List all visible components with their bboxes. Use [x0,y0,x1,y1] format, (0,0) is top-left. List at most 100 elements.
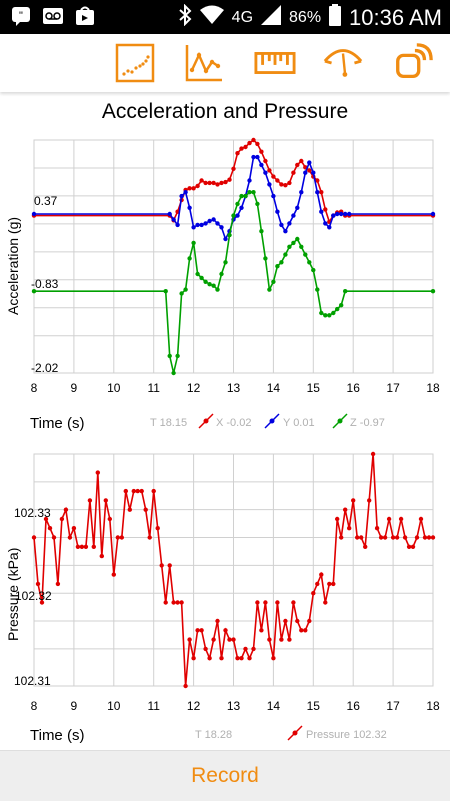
data-point-y [183,190,188,195]
data-point-pressure [31,535,37,540]
data-point-y [331,213,336,218]
data-point-x [295,162,300,168]
data-point-z [215,287,220,292]
acc-legend-y: Y 0.01 [283,417,315,429]
data-point-x [203,180,208,186]
data-point-x [267,168,272,173]
data-point-pressure [143,507,148,512]
data-point-pressure [287,637,292,642]
data-point-pressure [239,656,244,661]
data-point-y [291,213,296,218]
data-point-z [247,190,252,195]
data-point-pressure [195,628,200,633]
pressure-plot-area [33,453,434,687]
data-point-pressure [327,581,332,587]
data-point-y [223,236,228,242]
data-point-z [335,306,340,312]
legend-pressure-icon [287,725,303,741]
line-graph-icon [185,45,222,82]
data-point-x [223,179,228,185]
data-point-pressure [171,600,176,605]
data-point-z [163,289,168,294]
x-tick-label: 9 [71,381,78,395]
data-point-pressure [79,544,85,549]
data-point-pressure [374,526,380,531]
rss-button[interactable] [392,42,434,84]
data-point-pressure [378,535,384,540]
pr-xlabel: Time (s) [30,727,84,744]
line-graph-button[interactable] [183,42,225,84]
data-point-pressure [398,516,404,522]
data-point-pressure [179,600,184,605]
data-point-z [295,236,300,242]
data-point-z [191,240,196,246]
data-point-z [343,289,348,294]
data-point-y [207,218,212,224]
data-point-pressure [263,600,268,605]
data-point-z [311,267,316,273]
data-point-x [299,158,304,164]
data-point-z [171,370,176,376]
data-point-pressure [219,656,224,661]
x-tick-label: 12 [187,699,201,713]
x-tick-label: 9 [71,699,78,713]
data-point-z [255,201,260,207]
acc-x-ticks: 8 9 10 11 12 13 14 15 16 17 18 [31,381,440,395]
data-point-x [259,149,264,154]
data-point-z [207,282,212,287]
x-tick-label: 12 [187,381,201,395]
scatter-plot-button[interactable] [114,42,156,84]
data-point-y [323,221,328,226]
data-point-x [195,183,200,189]
data-point-pressure [291,600,296,605]
data-point-pressure [307,618,312,624]
data-point-pressure [135,488,140,494]
data-point-y [299,190,304,195]
acc-ytick-2: -2.02 [31,361,59,375]
data-point-pressure [35,581,41,587]
data-point-z [267,287,272,292]
data-point-pressure [71,526,77,531]
data-point-x [231,166,236,171]
acceleration-grid [33,140,434,373]
data-point-z [291,240,296,246]
pressure-chart: 102.33 102.32 102.31 8 9 10 11 12 13 14 15 16 17 1… [5,451,440,744]
data-point-pressure [39,600,45,605]
data-point-pressure [107,516,113,522]
data-point-pressure [43,516,49,522]
data-point-y [191,225,196,230]
record-button[interactable]: Record [191,764,259,787]
data-point-pressure [267,637,272,642]
data-point-y [307,160,312,165]
page-title: Acceleration and Pressure [101,100,349,123]
data-point-z [203,279,208,284]
data-point-pressure [95,470,101,475]
data-point-pressure [159,563,164,568]
data-point-y [239,205,244,210]
status-bar: " 4G 86% 10:36 AM [0,0,450,34]
data-point-z [179,291,184,296]
data-point-y [203,221,208,226]
data-point-y [31,211,37,217]
legend-y-icon [264,413,280,429]
voicemail-icon [42,5,64,27]
data-point-z [323,313,328,318]
data-point-pressure [115,535,121,540]
data-point-pressure [359,535,364,540]
ruler-button[interactable] [254,42,296,84]
x-tick-label: 15 [307,699,321,713]
data-point-pressure [231,637,236,642]
data-point-z [251,190,256,195]
data-point-z [327,313,332,318]
data-point-z [231,213,236,218]
data-point-x [315,178,320,183]
data-point-z [307,260,312,265]
data-point-y [315,190,320,195]
data-point-pressure [347,526,352,531]
gauge-button[interactable] [322,42,364,84]
data-point-x [319,190,324,195]
x-tick-label: 13 [227,381,241,395]
data-point-x [275,178,280,183]
pr-ytick-2: 102.31 [14,674,51,688]
data-point-pressure [131,488,136,494]
